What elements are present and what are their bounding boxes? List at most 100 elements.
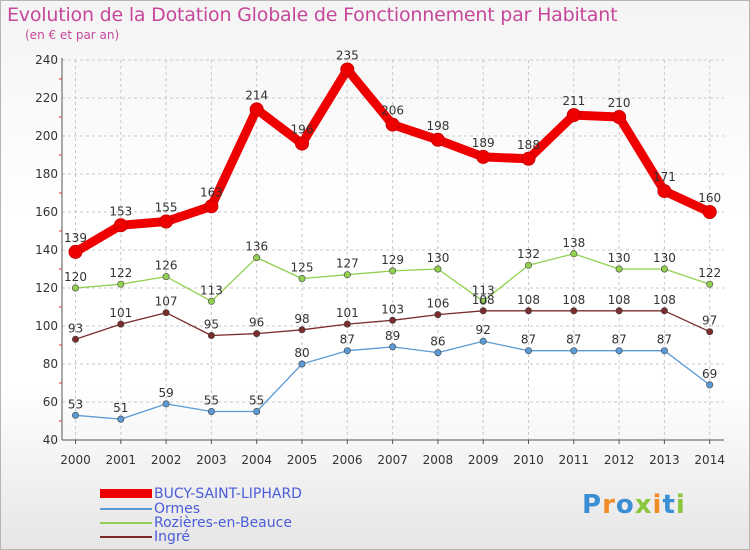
data-label-ingr--2008: 106 (426, 297, 449, 311)
chart-title: Evolution de la Dotation Globale de Fonc… (7, 4, 618, 26)
data-label-ingr--2013: 108 (653, 293, 676, 307)
point-ormes-2012 (615, 347, 623, 355)
point-bucy-saint-liphard-2009 (476, 149, 491, 164)
point-bucy-saint-liphard-2010 (521, 151, 536, 166)
data-label-ingr--2012: 108 (608, 293, 631, 307)
data-label-bucy-saint-liphard-2005: 196 (291, 123, 314, 137)
x-tick-label-2009: 2009 (468, 453, 499, 467)
legend-item-rozieres: Rozières-en-Beauce (100, 514, 292, 531)
data-label-ingr--2010: 108 (517, 293, 540, 307)
point-ormes-2006 (343, 347, 351, 355)
point-ormes-2000 (72, 411, 80, 419)
y-tick-label-160: 160 (35, 205, 58, 219)
point-ormes-2004 (253, 407, 261, 415)
y-tick-label-60: 60 (43, 395, 58, 409)
data-label-ingr--2002: 107 (155, 295, 178, 309)
legend-label-ormes: Ormes (154, 500, 201, 517)
legend-swatch-rozieres (100, 521, 152, 524)
legend-label-rozieres: Rozières-en-Beauce (154, 514, 292, 531)
y-tick-label-120: 120 (35, 281, 58, 295)
point-rozi-res-en-beauce-2005 (298, 274, 306, 282)
data-label-ingr--2006: 101 (336, 306, 359, 320)
data-label-ormes-2004: 55 (249, 394, 264, 408)
legend-swatch-bucy (100, 489, 152, 498)
data-label-rozi-res-en-beauce-2014: 122 (698, 266, 721, 280)
data-label-bucy-saint-liphard-2009: 189 (472, 136, 495, 150)
data-label-rozi-res-en-beauce-2008: 130 (426, 251, 449, 265)
data-label-ormes-2012: 87 (611, 333, 626, 347)
point-ingr--2010 (524, 307, 532, 315)
point-ingr--2004 (253, 330, 261, 338)
data-label-ingr--2011: 108 (562, 293, 585, 307)
point-ingr--2012 (615, 307, 623, 315)
data-label-bucy-saint-liphard-2006: 235 (336, 49, 359, 63)
point-ormes-2013 (660, 347, 668, 355)
data-label-ormes-2009: 92 (476, 323, 491, 337)
point-rozi-res-en-beauce-2004 (253, 254, 261, 262)
point-ormes-2014 (706, 381, 714, 389)
y-tick-label-80: 80 (43, 357, 58, 371)
x-tick-label-2012: 2012 (604, 453, 635, 467)
data-label-rozi-res-en-beauce-2007: 129 (381, 253, 404, 267)
data-label-rozi-res-en-beauce-2006: 127 (336, 257, 359, 271)
legend-item-ormes: Ormes (100, 500, 201, 517)
point-bucy-saint-liphard-2003 (204, 199, 219, 214)
data-label-bucy-saint-liphard-2004: 214 (245, 88, 268, 102)
point-ormes-2002 (162, 400, 170, 408)
point-ingr--2005 (298, 326, 306, 334)
point-ormes-2008 (434, 349, 442, 357)
x-tick-label-2007: 2007 (377, 453, 408, 467)
data-label-ingr--2003: 95 (204, 318, 219, 332)
x-tick-label-2000: 2000 (60, 453, 91, 467)
y-tick-label-140: 140 (35, 243, 58, 257)
point-ingr--2000 (72, 335, 80, 343)
point-ormes-2011 (570, 347, 578, 355)
point-bucy-saint-liphard-2013 (657, 184, 672, 199)
data-label-rozi-res-en-beauce-2001: 122 (109, 266, 132, 280)
legend-swatch-ingre (100, 535, 152, 538)
point-rozi-res-en-beauce-2006 (343, 271, 351, 279)
data-label-ormes-2008: 86 (430, 335, 445, 349)
data-label-rozi-res-en-beauce-2003: 113 (200, 283, 223, 297)
x-tick-label-2006: 2006 (332, 453, 363, 467)
data-label-rozi-res-en-beauce-2011: 138 (562, 236, 585, 250)
data-label-ingr--2009: 108 (472, 293, 495, 307)
data-label-ormes-2003: 55 (204, 394, 219, 408)
y-tick-label-40: 40 (43, 433, 58, 447)
x-tick-label-2004: 2004 (241, 453, 272, 467)
x-tick-label-2013: 2013 (649, 453, 680, 467)
x-tick-label-2010: 2010 (513, 453, 544, 467)
point-ingr--2003 (207, 331, 215, 339)
point-ingr--2009 (479, 307, 487, 315)
data-label-rozi-res-en-beauce-2009: 113 (472, 283, 495, 297)
data-label-ingr--2005: 98 (294, 312, 309, 326)
data-label-ormes-2007: 89 (385, 329, 400, 343)
point-rozi-res-en-beauce-2013 (660, 265, 668, 273)
data-label-ormes-2014: 69 (702, 367, 717, 381)
x-tick-label-2001: 2001 (106, 453, 137, 467)
point-ingr--2013 (660, 307, 668, 315)
data-label-ormes-2006: 87 (340, 333, 355, 347)
data-label-ormes-2011: 87 (566, 333, 581, 347)
point-rozi-res-en-beauce-2000 (72, 284, 80, 292)
data-label-bucy-saint-liphard-2007: 206 (381, 104, 404, 118)
point-rozi-res-en-beauce-2009 (479, 297, 487, 305)
legend-item-bucy: BUCY-SAINT-LIPHARD (100, 486, 302, 502)
y-tick-label-220: 220 (35, 91, 58, 105)
point-ingr--2011 (570, 307, 578, 315)
proxiti-logo: Proxiti (582, 490, 686, 520)
x-tick-label-2011: 2011 (559, 453, 590, 467)
y-tick-label-100: 100 (35, 319, 58, 333)
x-tick-label-2003: 2003 (196, 453, 227, 467)
point-rozi-res-en-beauce-2001 (117, 280, 125, 288)
data-label-ingr--2004: 96 (249, 316, 264, 330)
data-label-bucy-saint-liphard-2012: 210 (608, 96, 631, 110)
point-ingr--2002 (162, 309, 170, 317)
data-label-rozi-res-en-beauce-2004: 136 (245, 240, 268, 254)
legend-item-ingre: Ingré (100, 529, 190, 545)
point-ingr--2014 (706, 328, 714, 336)
data-label-bucy-saint-liphard-2014: 160 (698, 191, 721, 205)
chart-subtitle: (en € et par an) (25, 28, 120, 42)
